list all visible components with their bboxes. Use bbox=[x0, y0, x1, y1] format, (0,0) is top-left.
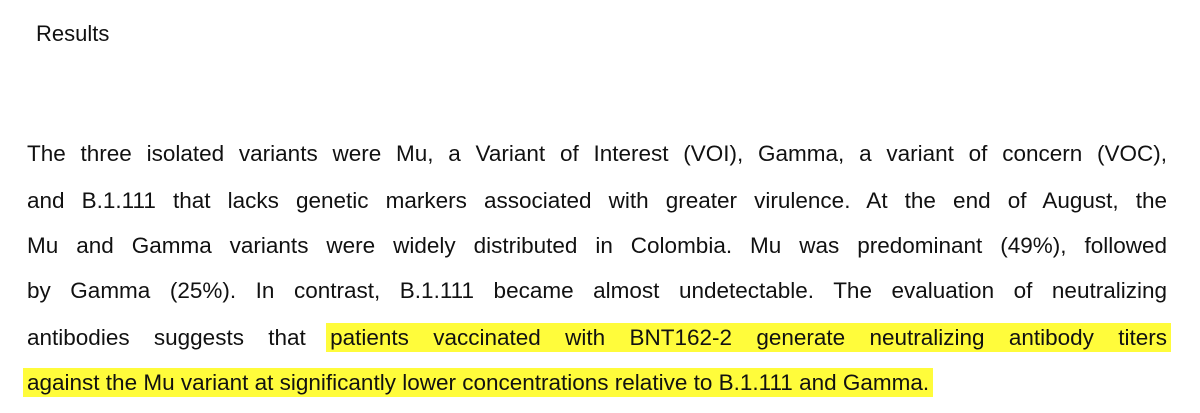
paragraph-line: antibodies suggests that patients vaccin… bbox=[27, 318, 1171, 358]
results-heading: Results bbox=[36, 21, 110, 46]
line-text: Mu and Gamma variants were widely distri… bbox=[27, 233, 1167, 258]
paragraph-line: by Gamma (25%). In contrast, B.1.111 bec… bbox=[27, 271, 1167, 311]
paragraph-line: and B.1.111 that lacks genetic markers a… bbox=[27, 181, 1167, 221]
paragraph-line: Mu and Gamma variants were widely distri… bbox=[27, 226, 1167, 266]
line-text: by Gamma (25%). In contrast, B.1.111 bec… bbox=[27, 278, 1167, 303]
paragraph-line: against the Mu variant at significantly … bbox=[23, 363, 1167, 403]
paragraph-line: The three isolated variants were Mu, a V… bbox=[27, 134, 1167, 174]
line-text: antibodies suggests that bbox=[27, 325, 331, 350]
line-text: and B.1.111 that lacks genetic markers a… bbox=[27, 188, 1167, 213]
line-text: The three isolated variants were Mu, a V… bbox=[27, 141, 1167, 166]
highlighted-text: against the Mu variant at significantly … bbox=[23, 368, 934, 397]
highlighted-text: patients vaccinated with BNT162-2 genera… bbox=[326, 323, 1171, 352]
